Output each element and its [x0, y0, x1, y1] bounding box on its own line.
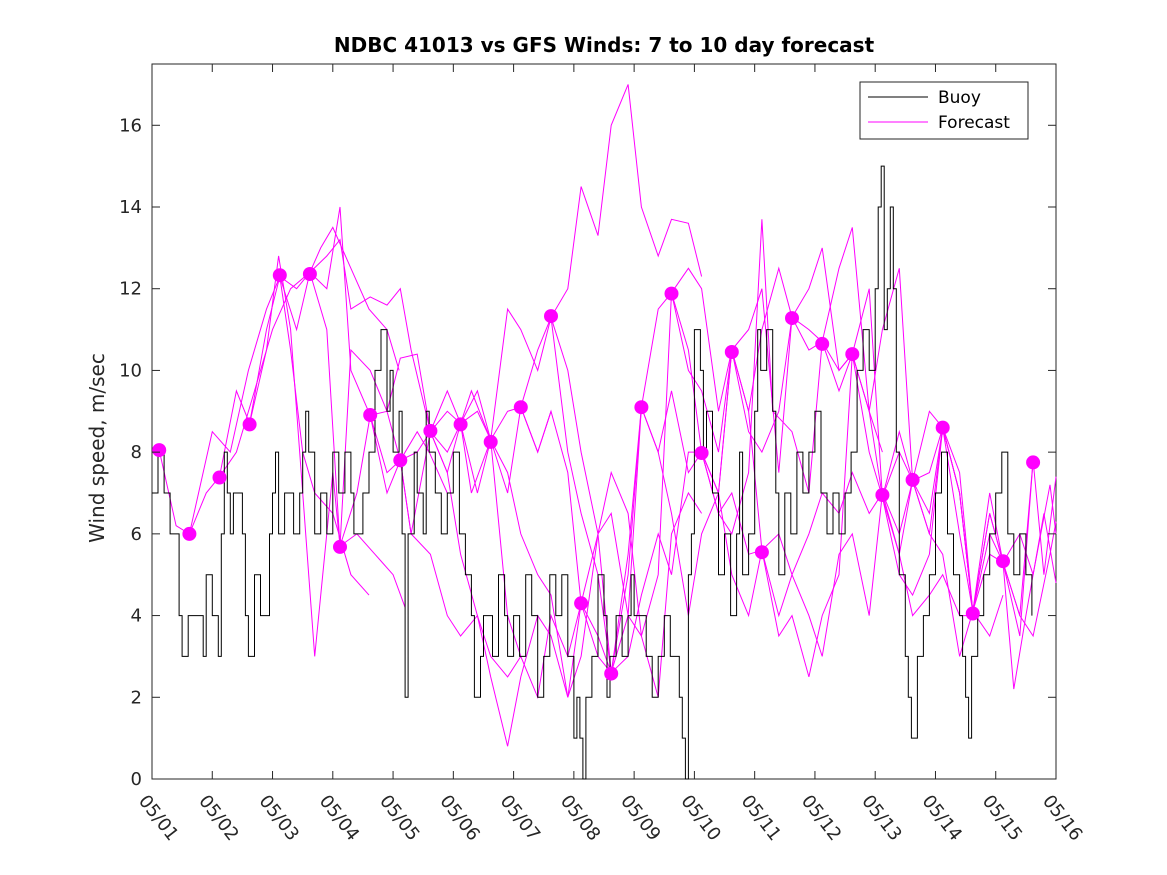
y-tick-label-7: 14: [119, 197, 142, 218]
forecast-marker-19: [724, 345, 739, 359]
forecast-marker-7: [363, 408, 378, 422]
x-tick-label-1: 05/02: [194, 791, 242, 845]
x-tick-label-7: 05/08: [556, 791, 604, 845]
forecast-marker-9: [423, 423, 438, 438]
forecast-marker-17: [664, 286, 679, 301]
forecast-marker-24: [875, 488, 890, 502]
y-tick-label-5: 10: [119, 360, 142, 381]
x-tick-label-6: 05/07: [496, 791, 544, 845]
plot-frame: [151, 63, 1057, 780]
legend-label-forecast: Forecast: [938, 113, 1010, 133]
forecast-marker-25: [905, 472, 920, 487]
forecast-marker-29: [1026, 455, 1041, 470]
x-tick-label-15: 05/16: [1038, 791, 1086, 845]
x-tick-label-13: 05/14: [918, 791, 966, 845]
forecast-marker-6: [333, 539, 347, 554]
forecast-marker-26: [935, 420, 950, 435]
x-tick-label-5: 05/06: [435, 791, 483, 845]
x-tick-label-10: 05/11: [737, 791, 785, 845]
forecast-line-19: [731, 227, 944, 535]
forecast-marker-5: [302, 267, 317, 281]
forecast-line-6: [339, 348, 552, 547]
forecast-line-20: [761, 471, 973, 618]
forecast-marker-21: [785, 311, 799, 326]
forecast-line-18: [701, 451, 914, 657]
forecast-marker-0: [152, 443, 167, 458]
forecast-line-1: [188, 226, 400, 535]
forecast-marker-1: [182, 526, 197, 541]
y-tick-label-3: 6: [131, 524, 142, 545]
chart-title: NDBC 41013 vs GFS Winds: 7 to 10 day for…: [334, 33, 875, 57]
forecast-marker-13: [544, 309, 558, 324]
legend-box: [859, 81, 1029, 140]
forecast-marker-23: [845, 347, 860, 362]
forecast-marker-14: [574, 596, 589, 611]
x-tick-label-8: 05/09: [616, 791, 664, 845]
forecast-line-8: [400, 307, 612, 673]
forecast-marker-15: [604, 666, 619, 681]
y-tick-label-8: 16: [119, 115, 142, 136]
forecast-marker-10: [453, 417, 468, 432]
x-tick-label-2: 05/03: [255, 791, 303, 845]
x-tick-label-4: 05/05: [375, 791, 423, 845]
forecast-marker-22: [815, 336, 830, 351]
x-tick-label-9: 05/10: [676, 791, 724, 845]
x-tick-label-14: 05/15: [978, 791, 1026, 845]
forecast-marker-8: [393, 453, 408, 468]
forecast-marker-16: [634, 400, 649, 415]
y-tick-label-2: 4: [131, 606, 142, 627]
forecast-line-10: [460, 84, 703, 494]
y-tick-label-1: 2: [131, 687, 142, 708]
forecast-marker-4: [272, 268, 287, 283]
x-tick-label-11: 05/12: [797, 791, 845, 845]
x-tick-label-12: 05/13: [857, 791, 905, 845]
legend-label-buoy: Buoy: [938, 88, 981, 108]
y-tick-label-4: 8: [131, 442, 142, 463]
forecast-marker-27: [965, 606, 980, 621]
forecast-marker-3: [242, 417, 257, 432]
y-axis-label: Wind speed, m/sec: [85, 353, 109, 543]
x-tick-label-0: 05/01: [134, 791, 182, 845]
legend: Buoy Forecast: [859, 81, 1029, 140]
plot-area: [152, 84, 1057, 780]
forecast-line-4: [279, 238, 492, 475]
forecast-marker-12: [513, 400, 528, 415]
forecast-marker-20: [754, 545, 769, 560]
forecast-marker-2: [212, 470, 227, 485]
forecast-marker-11: [483, 434, 498, 449]
y-tick-label-6: 12: [119, 279, 142, 300]
forecast-marker-28: [996, 554, 1010, 569]
forecast-line-2: [219, 271, 406, 608]
y-tick-label-0: 0: [131, 769, 142, 790]
forecast-line-16: [640, 354, 853, 678]
axes: [151, 63, 1057, 780]
buoy-line: [152, 165, 1033, 780]
forecast-marker-18: [694, 446, 709, 460]
x-tick-label-3: 05/04: [315, 791, 363, 845]
